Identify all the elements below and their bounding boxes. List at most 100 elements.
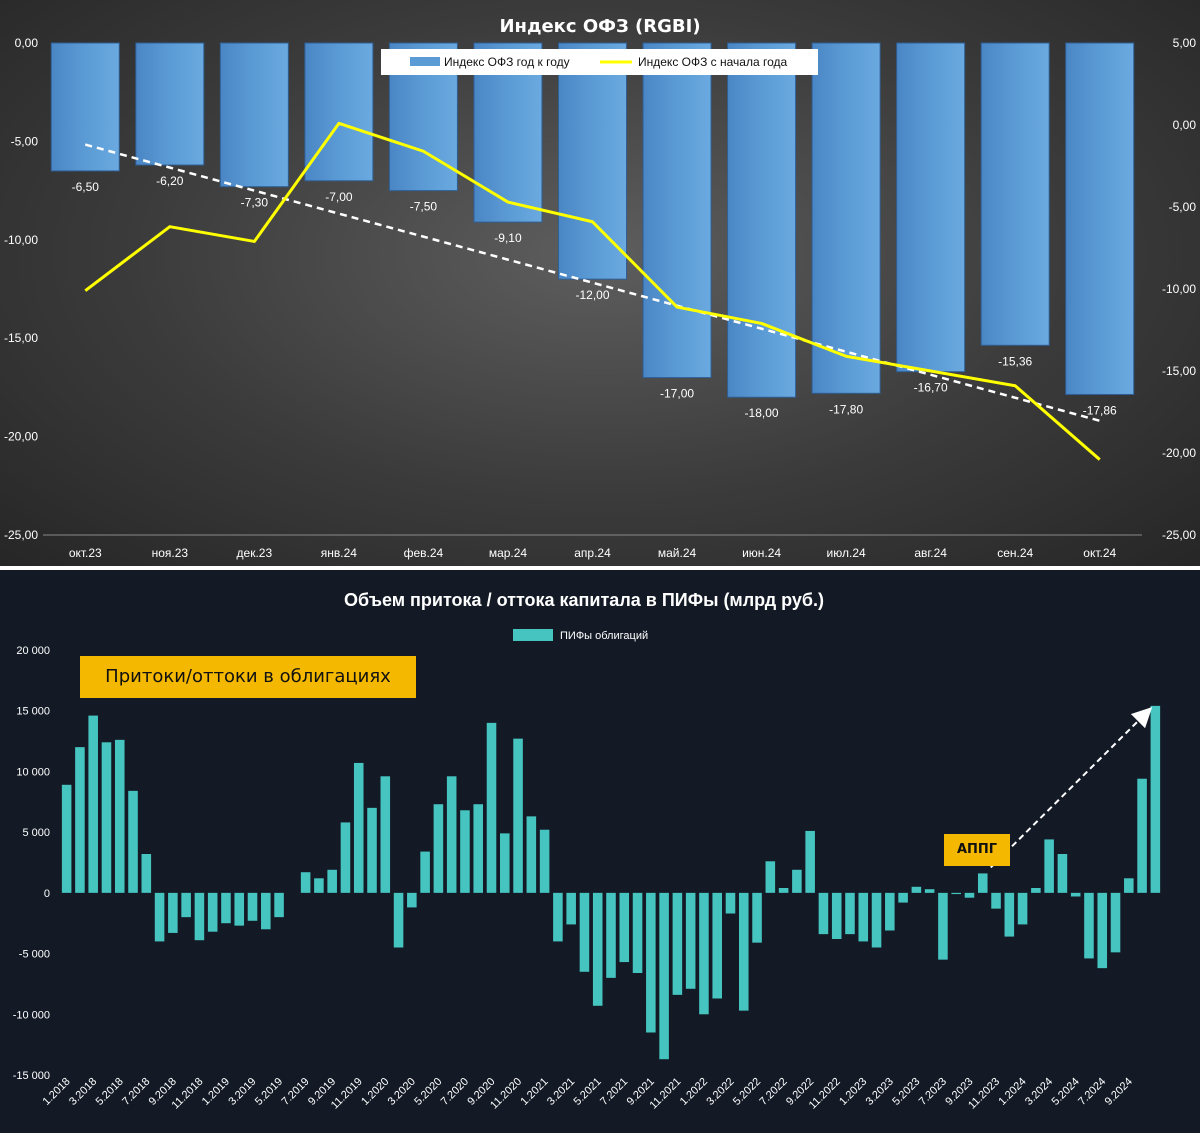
bar: [135, 42, 205, 166]
bar: [327, 869, 337, 893]
y-left-tick-label: -25,00: [4, 528, 38, 542]
panel-divider: [0, 566, 1200, 570]
bar: [885, 892, 895, 931]
bar: [871, 892, 882, 948]
x-tick-label: 1.2020: [359, 1076, 391, 1108]
bar: [101, 742, 112, 893]
x-tick-label: 7.2024: [1076, 1076, 1108, 1108]
bar-data-label: -17,80: [829, 402, 863, 416]
y-tick-label: -15 000: [13, 1070, 50, 1082]
bar-data-label: -12,00: [575, 288, 609, 302]
bar: [606, 892, 616, 978]
bar: [558, 42, 627, 280]
bar: [473, 804, 484, 893]
y-right-tick-label: -5,00: [1169, 200, 1197, 214]
bar: [353, 762, 364, 893]
x-tick-label: 1.2024: [996, 1076, 1028, 1108]
bar: [513, 738, 523, 893]
x-tick-label: 1.2019: [200, 1076, 232, 1108]
bar: [1110, 892, 1121, 953]
funds-chart-panel: Объем притока / оттока капитала в ПИФы (…: [0, 570, 1200, 1133]
bar: [896, 42, 966, 373]
bar: [460, 810, 470, 893]
trend-arrow: [990, 707, 1153, 869]
bar: [1031, 888, 1041, 893]
bar: [154, 892, 165, 942]
bar: [194, 892, 205, 941]
x-tick-label: янв.24: [321, 546, 358, 560]
bar: [765, 861, 776, 893]
x-tick-label: фев.24: [404, 546, 444, 560]
bar: [88, 715, 98, 893]
bar: [526, 816, 537, 893]
x-tick-label: 3.2024: [1023, 1076, 1055, 1108]
y-left-tick-label: -10,00: [4, 233, 38, 247]
bar: [805, 830, 815, 893]
bar: [699, 892, 709, 1015]
legend-label: ПИФы облигаций: [560, 630, 648, 642]
bar: [566, 892, 576, 925]
bar: [977, 873, 988, 893]
bar-data-label: -18,00: [745, 406, 779, 420]
x-tick-label: мар.24: [489, 546, 528, 560]
bar: [367, 807, 377, 893]
y-left-tick-label: -5,00: [11, 134, 39, 148]
x-tick-label: 3.2020: [386, 1076, 418, 1108]
x-tick-label: 5.2020: [412, 1076, 444, 1108]
legend-label-bars: Индекс ОФЗ год к году: [444, 55, 570, 69]
x-tick-label: 1.2023: [837, 1076, 869, 1108]
bar: [128, 790, 138, 893]
x-tick-label: 5.2019: [253, 1076, 285, 1108]
legend-box: [381, 49, 818, 75]
bar: [433, 804, 444, 893]
bar: [845, 892, 855, 935]
x-tick-label: окт.23: [69, 546, 102, 560]
chart-title: Индекс ОФЗ (RGBI): [499, 16, 700, 37]
bar: [642, 42, 712, 379]
y-right-tick-label: -15,00: [1162, 364, 1196, 378]
x-tick-label: июл.24: [827, 546, 866, 560]
y-right-tick-label: -20,00: [1162, 446, 1196, 460]
bar: [792, 869, 802, 893]
bar-data-label: -16,70: [914, 381, 948, 395]
x-tick-label: 7.2023: [917, 1076, 949, 1108]
x-tick-label: 9.2024: [1103, 1076, 1135, 1108]
rgbi-chart-panel: Индекс ОФЗ (RGBI) 0,00 -5,00 -10,00 -15,00 -2…: [0, 0, 1200, 566]
bar: [181, 892, 191, 918]
x-tick-label: 3.2021: [545, 1076, 577, 1108]
x-tick-label: авг.24: [914, 546, 947, 560]
bar: [446, 776, 457, 893]
bar: [168, 892, 178, 933]
annotation-appg: АППГ: [944, 834, 1010, 866]
bar-data-label: -7,00: [325, 190, 353, 204]
bar: [831, 892, 842, 939]
bar: [407, 892, 417, 908]
legend-swatch-bars: [410, 57, 440, 66]
chart-title: Объем притока / оттока капитала в ПИФы (…: [344, 590, 824, 610]
bar: [75, 747, 85, 893]
bar: [951, 892, 961, 895]
bar: [539, 829, 550, 893]
y-tick-label: 5 000: [22, 827, 50, 839]
bar: [234, 892, 245, 926]
bar: [219, 42, 289, 188]
bar-data-label: -15,36: [998, 354, 1032, 368]
y-tick-label: 15 000: [16, 706, 50, 718]
bar: [247, 892, 258, 921]
x-tick-label: 3.2018: [67, 1076, 99, 1108]
y-left-tick-label: -15,00: [4, 331, 38, 345]
x-tick-label: июн.24: [742, 546, 781, 560]
y-left-tick-label: 0,00: [15, 36, 39, 50]
legend-swatch: [513, 629, 553, 641]
bar: [500, 833, 510, 893]
bar: [964, 892, 975, 898]
bar: [141, 854, 152, 893]
bar: [924, 889, 935, 893]
bar: [592, 892, 603, 1006]
bar: [1097, 892, 1108, 969]
bar-data-label: -17,00: [660, 387, 694, 401]
bar: [61, 784, 72, 893]
x-tick-label: 7.2019: [279, 1076, 311, 1108]
rgbi-chart: Индекс ОФЗ (RGBI) 0,00 -5,00 -10,00 -15,00 -2…: [4, 16, 1197, 560]
y-right-tick-label: 5,00: [1173, 36, 1197, 50]
